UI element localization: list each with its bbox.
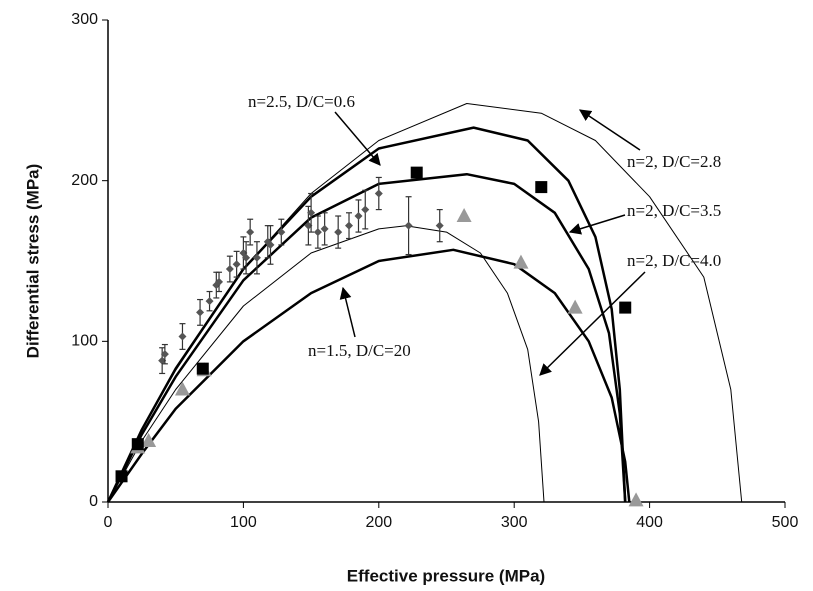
annotation-arrow [568,214,626,235]
triangle-marker [141,432,157,447]
diamond-marker [307,208,316,217]
annotation: n=2, D/C=2.8 [627,152,721,171]
diamond-marker [334,228,343,237]
x-axis-title: Effective pressure (MPa) [347,566,545,585]
triangle-marker [567,299,583,314]
diamond-marker [178,332,187,341]
diamond-marker [304,221,313,230]
curve [107,225,545,503]
x-tick-label: 200 [365,514,392,531]
annotation: n=2.5, D/C=0.6 [248,92,355,111]
x-tick-label: 300 [501,514,528,531]
x-tick-label: 400 [636,514,663,531]
x-tick-label: 100 [230,514,257,531]
y-tick-label: 0 [89,493,98,510]
diamond-marker [252,253,261,262]
y-tick-label: 300 [71,11,98,28]
diamond-marker [205,297,214,306]
diamond-marker [361,205,370,214]
diamond-marker [158,356,167,365]
diamond-marker [246,228,255,237]
square-marker [196,362,209,375]
annotation-arrow [334,111,381,166]
curve [106,126,627,503]
square-marker [131,438,144,451]
curve [106,248,631,503]
curve [106,172,627,503]
diamond-marker [404,221,413,230]
y-axis-title: Differential stress (MPa) [23,164,42,359]
diamond-marker [266,240,275,249]
diamond-marker [374,189,383,198]
diamond-marker [215,277,224,286]
annotation: n=1.5, D/C=20 [308,341,411,360]
triangle-marker [628,492,644,507]
diamond-marker [277,228,286,237]
y-tick-label: 100 [71,333,98,350]
triangle-marker [174,381,190,396]
diamond-marker [354,212,363,221]
annotation: n=2, D/C=3.5 [627,201,721,220]
diamond-marker [435,221,444,230]
annotation-arrow [339,286,356,338]
square-marker [619,301,632,314]
diamond-marker [313,228,322,237]
y-tick-label: 200 [71,172,98,189]
diamond-marker [196,308,205,317]
x-tick-label: 500 [772,514,799,531]
diamond-marker [320,224,329,233]
diamond-marker [239,248,248,257]
diamond-marker [160,350,169,359]
square-marker [115,470,128,483]
annotation-arrow [579,109,641,151]
triangle-marker [456,208,472,223]
diamond-marker [225,265,234,274]
annotation-arrow [539,271,646,376]
annotation: n=2, D/C=4.0 [627,251,721,270]
diamond-marker [242,253,251,262]
triangle-marker [513,254,529,269]
diamond-marker [232,260,241,269]
diamond-marker [345,221,354,230]
square-marker [410,166,423,179]
square-marker [535,181,548,194]
x-tick-label: 0 [104,514,113,531]
